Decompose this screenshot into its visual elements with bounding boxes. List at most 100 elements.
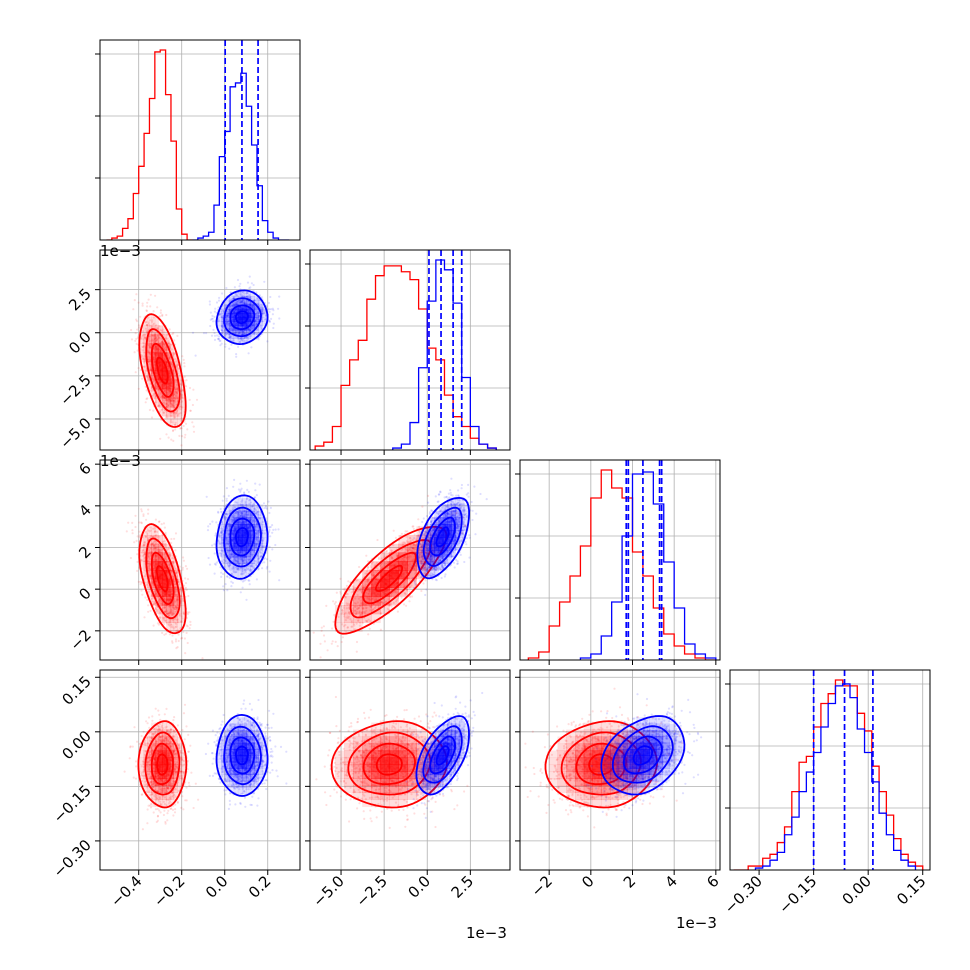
grid: [310, 250, 510, 450]
panel-2-2: [515, 459, 721, 665]
x-tick-label: −0.30: [721, 872, 766, 917]
x-tick-label: 0: [578, 872, 597, 891]
contour-series-0: [144, 731, 181, 796]
x-tick-label: 2.5: [448, 872, 478, 902]
x-tick-label: 6: [703, 872, 722, 891]
panel-2-0: −2 0 2 4 6: [66, 459, 301, 665]
panel-1-0: −5.0 −2.5 0.0 2.5: [56, 249, 301, 455]
panel-frame: [729, 669, 931, 871]
contour-series-0: [145, 328, 181, 413]
panel-3-1: −5.0 −2.5 0.0 2.5: [305, 669, 511, 911]
density-series-0: [139, 526, 186, 632]
y-tick-label: −0.15: [50, 781, 95, 826]
density-series-0: [335, 526, 445, 632]
contour-series-1: [429, 516, 456, 557]
panel-frame: [309, 669, 511, 871]
contour-series-0: [362, 551, 417, 605]
contour-series-0: [145, 537, 181, 620]
contour-series-1: [415, 715, 470, 796]
contour-series-1: [229, 517, 256, 557]
density-series-1: [417, 497, 469, 577]
contour-series-1: [215, 289, 269, 346]
grid: [100, 670, 300, 870]
contour-series-0: [150, 342, 175, 398]
contour-series-1: [435, 745, 450, 766]
contour-series-1: [215, 494, 269, 580]
x-tick-label: 2: [620, 872, 639, 891]
histogram-series-0: [314, 265, 497, 450]
x-tick-label: −0.4: [107, 872, 145, 910]
contour-series-1: [235, 745, 249, 766]
grid: [310, 460, 510, 660]
contour-series-0: [374, 564, 403, 592]
panel-frame: [309, 459, 511, 661]
x-tick-label: 0.0: [202, 872, 232, 902]
contour-series-0: [588, 753, 615, 776]
contour-series-1: [435, 526, 450, 548]
contour-series-0: [349, 539, 432, 619]
panel-frame: [519, 669, 721, 871]
x-offset-text: 1e−3: [466, 924, 507, 942]
panel-3-0: −0.4 −0.2 0.0 0.2 −0.30 −0.15 0.00 0.15: [50, 669, 301, 911]
contour-series-0: [138, 313, 187, 428]
contour-series-0: [156, 565, 169, 593]
x-offset-text: 1e−3: [676, 914, 717, 932]
y-tick-label: 2.5: [65, 285, 95, 315]
y-tick-label: 6: [75, 459, 94, 478]
contour-series-0: [156, 356, 169, 385]
contour-series-1: [611, 725, 674, 784]
contour-series-0: [375, 753, 403, 776]
panel-frame: [99, 459, 301, 661]
x-tick-label: 0.0: [404, 872, 434, 902]
histogram-series-1: [754, 683, 917, 870]
grid: [730, 670, 930, 870]
panel-frame: [99, 39, 301, 241]
y-tick-label: −2.5: [56, 371, 94, 409]
x-tick-label: −2.5: [352, 872, 390, 910]
y-tick-label: −5.0: [56, 414, 94, 452]
contour-series-1: [223, 506, 262, 568]
contour-series-0: [362, 742, 416, 785]
panel-3-2: −2 0 2 4 6: [515, 669, 723, 900]
histogram-series-0: [527, 469, 716, 660]
contour-series-1: [422, 725, 463, 784]
contour-series-1: [622, 735, 663, 775]
contour-series-0: [138, 523, 187, 635]
panel-3-3: −0.30 −0.15 0.00 0.15: [721, 669, 931, 917]
y-tick-label: −2: [66, 626, 94, 654]
contour-series-1: [235, 527, 249, 548]
histogram-series-1: [392, 259, 497, 450]
x-tick-label: 0.15: [893, 872, 929, 908]
y-tick-label: 2: [75, 543, 94, 562]
y-offset-text: 1e−3: [100, 452, 141, 470]
x-tick-label: −2: [528, 872, 556, 900]
panel-frame: [519, 459, 721, 661]
histogram-series-1: [579, 471, 717, 660]
grid: [100, 250, 300, 450]
y-tick-label: 0: [75, 584, 94, 603]
x-tick-label: 0.00: [839, 872, 875, 908]
x-tick-label: −5.0: [309, 872, 347, 910]
grid: [100, 40, 300, 240]
panel-frame: [99, 249, 301, 451]
contour-series-1: [422, 506, 463, 567]
contour-series-1: [223, 725, 262, 786]
contour-series-1: [229, 304, 256, 330]
contour-series-0: [137, 720, 188, 809]
contour-series-1: [600, 715, 686, 796]
panel-frame: [309, 249, 511, 451]
contour-series-0: [334, 526, 448, 635]
x-tick-label: 4: [662, 872, 681, 891]
panel-1-1: [305, 249, 511, 455]
contour-series-1: [223, 297, 262, 338]
contour-series-0: [150, 742, 174, 785]
histogram-series-0: [106, 49, 193, 240]
contour-series-1: [416, 496, 470, 580]
panel-0-0: [95, 39, 301, 245]
contour-series-1: [215, 713, 269, 797]
y-tick-label: 4: [75, 501, 94, 520]
contour-series-0: [156, 753, 169, 776]
y-tick-label: −0.30: [50, 836, 95, 881]
x-tick-label: −0.2: [150, 872, 188, 910]
